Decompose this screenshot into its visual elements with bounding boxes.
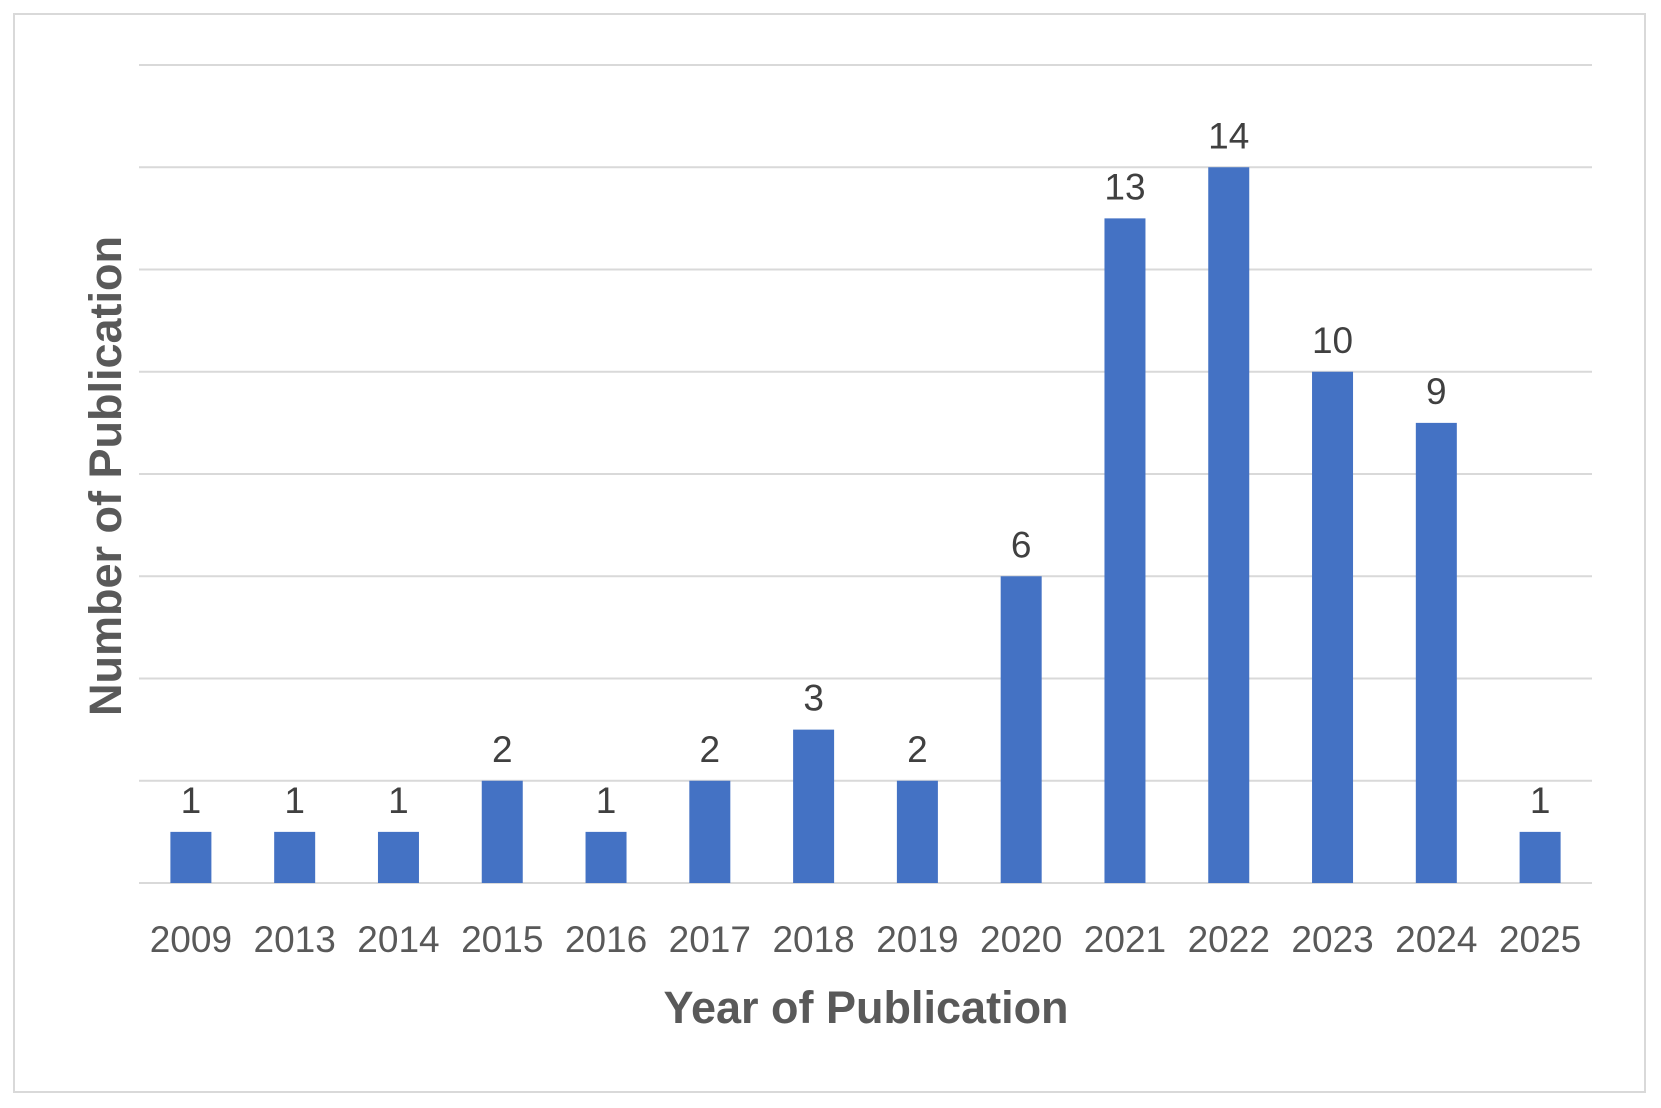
x-axis-title: Year of Publication [663,982,1068,1033]
y-axis-title: Number of Publication [80,236,131,716]
data-label-2025: 1 [1530,780,1551,821]
x-tick-2016: 2016 [565,919,647,960]
x-tick-2019: 2019 [876,919,958,960]
bar-2014 [377,831,419,883]
bar-2022 [1208,167,1250,883]
bar-2015 [481,780,523,883]
x-tick-2013: 2013 [254,919,336,960]
data-label-2023: 10 [1312,320,1353,361]
x-tick-2014: 2014 [357,919,439,960]
chart-frame [13,13,1646,1093]
data-labels: 1 1 1 2 1 2 3 2 6 13 14 10 9 1 [181,115,1551,821]
data-label-2016: 1 [596,780,617,821]
bar-2025 [1519,831,1561,883]
x-tick-2025: 2025 [1499,919,1581,960]
x-tick-2023: 2023 [1291,919,1373,960]
bar-2019 [896,780,938,883]
bar-2018 [793,729,835,883]
data-label-2015: 2 [492,729,513,770]
x-tick-2015: 2015 [461,919,543,960]
bars [170,167,1561,883]
data-label-2021: 13 [1104,166,1145,207]
data-label-2019: 2 [907,729,928,770]
data-label-2009: 1 [181,780,202,821]
x-tick-2024: 2024 [1395,919,1477,960]
bar-2021 [1104,218,1146,883]
x-tick-labels: 2009 2013 2014 2015 2016 2017 2018 2019 2020 2021… [150,919,1582,960]
data-label-2013: 1 [284,780,305,821]
data-label-2014: 1 [388,780,409,821]
bar-2009 [170,831,212,883]
data-label-2018: 3 [803,678,824,719]
x-tick-2009: 2009 [150,919,232,960]
bar-2013 [274,831,316,883]
x-tick-2021: 2021 [1084,919,1166,960]
x-tick-2020: 2020 [980,919,1062,960]
bar-2017 [689,780,731,883]
gridlines [139,64,1592,884]
data-label-2024: 9 [1426,371,1447,412]
bar-2023 [1312,371,1354,883]
bar-2016 [585,831,627,883]
x-tick-2022: 2022 [1188,919,1270,960]
x-tick-2018: 2018 [772,919,854,960]
bar-2020 [1000,576,1042,883]
data-label-2022: 14 [1208,115,1249,156]
data-label-2017: 2 [700,729,721,770]
data-label-2020: 6 [1011,524,1032,565]
bar-2024 [1415,422,1457,883]
x-tick-2017: 2017 [669,919,751,960]
